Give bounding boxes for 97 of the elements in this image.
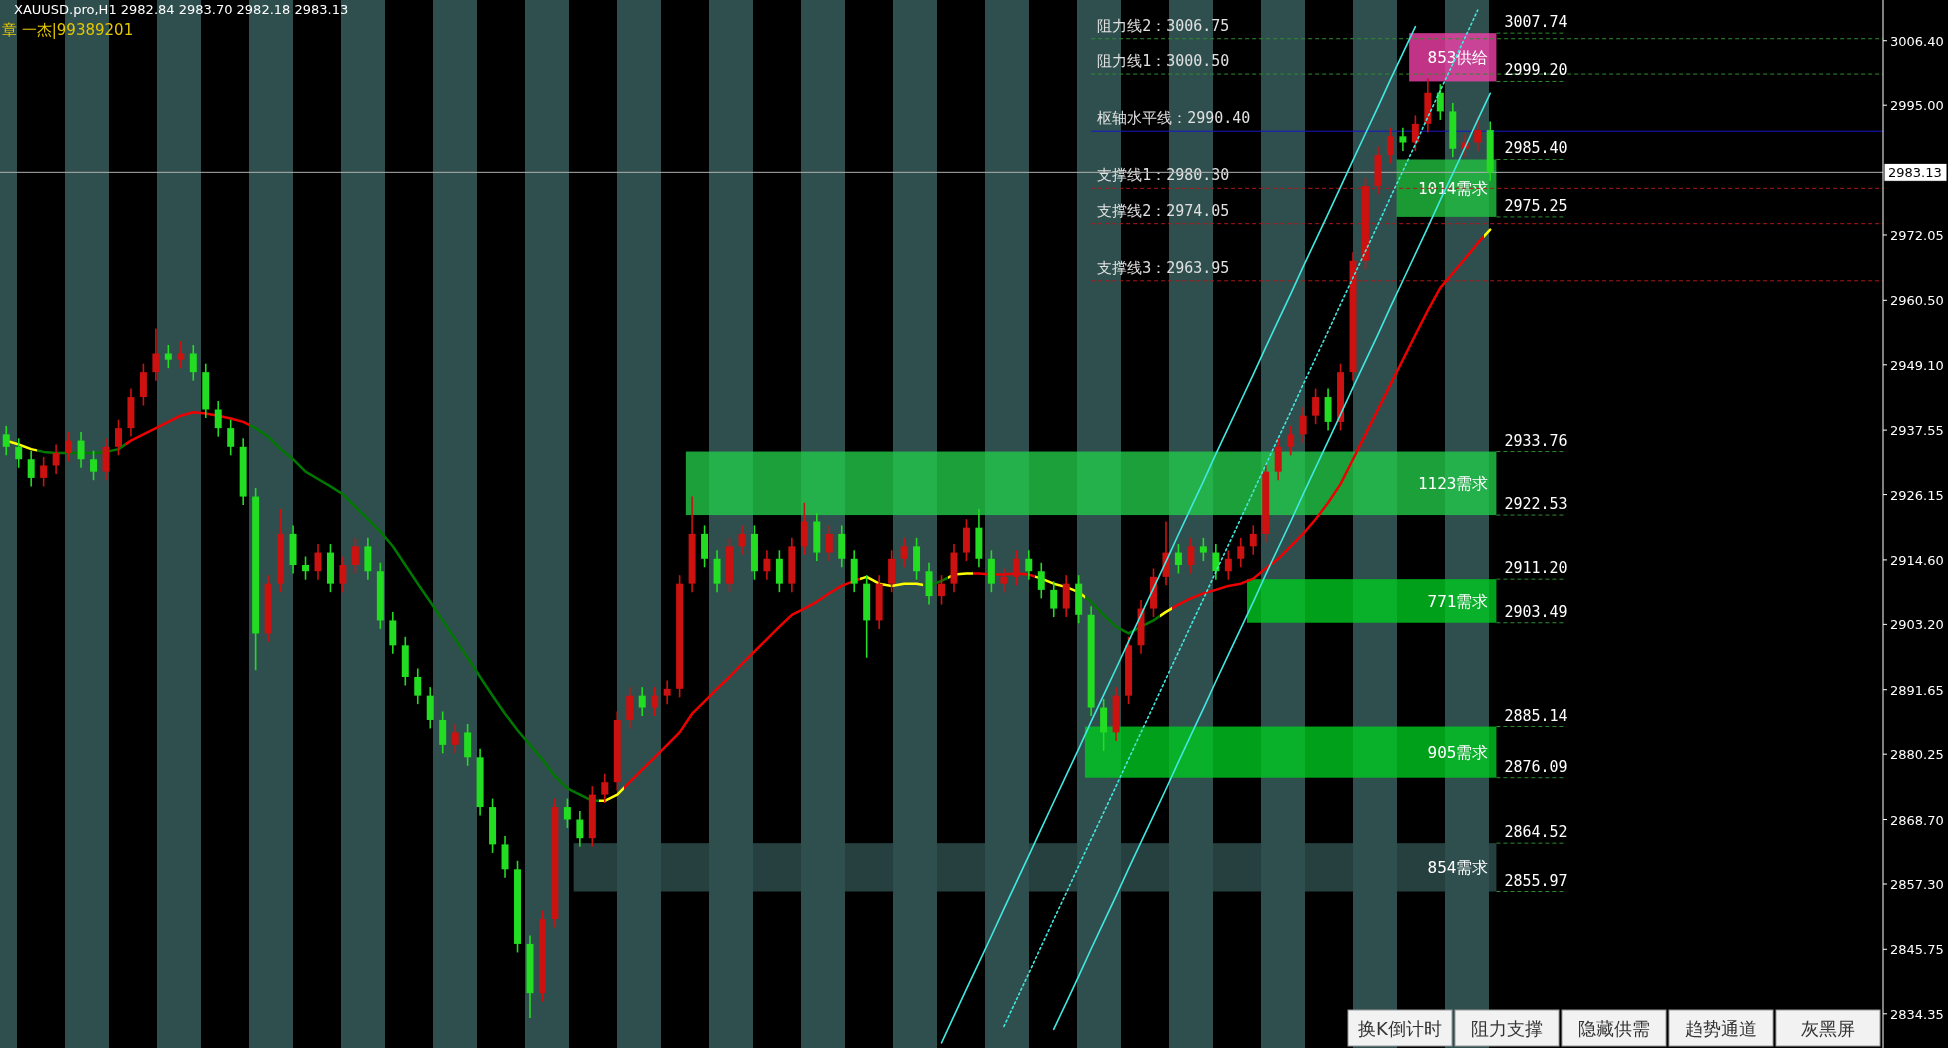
band-label: 771需求 — [1427, 591, 1489, 611]
candlestick — [40, 456, 48, 488]
candlestick — [1187, 537, 1195, 575]
ref-line-label: 2911.20 — [1504, 559, 1568, 578]
ref-line-label: 2864.52 — [1504, 823, 1568, 842]
candlestick — [1237, 537, 1245, 569]
candlestick — [1436, 83, 1444, 121]
y-tick-label: 2995.00 — [1890, 98, 1944, 114]
annotation: 换K倒计时 — [1358, 1018, 1442, 1039]
y-tick-label: 2960.50 — [1890, 293, 1944, 309]
ref-line-label: 阻力线2：3006.75 — [1097, 16, 1230, 35]
candlestick — [152, 327, 160, 382]
annotation: 灰黑屏 — [1801, 1018, 1855, 1039]
y-tick-label: 2903.20 — [1890, 617, 1944, 633]
ref-line-label: 枢轴水平线：2990.40 — [1097, 109, 1251, 128]
candlestick — [1000, 567, 1008, 593]
candlestick — [314, 543, 322, 581]
candlestick — [938, 574, 945, 606]
candlestick — [339, 555, 347, 593]
candlestick — [1399, 127, 1407, 152]
band-label: 853供给 — [1427, 48, 1489, 68]
ref-line-label: 2876.09 — [1504, 757, 1568, 776]
candlestick — [1411, 114, 1419, 152]
y-tick-label: 2972.05 — [1890, 227, 1944, 243]
candlestick — [227, 418, 235, 457]
ref-line-label: 2985.40 — [1504, 139, 1568, 158]
y-tick-label: 2845.75 — [1890, 942, 1944, 958]
ref-line-label: 支撑线2：2974.05 — [1097, 201, 1230, 220]
candlestick — [114, 418, 122, 457]
candlestick — [1199, 537, 1207, 562]
candlestick — [2, 425, 10, 457]
candlestick — [27, 449, 35, 488]
candlestick — [825, 524, 833, 562]
candlestick — [900, 537, 908, 569]
candlestick — [1224, 549, 1232, 581]
y-tick-label: 2834.35 — [1890, 1006, 1944, 1022]
annotation: 隐藏供需 — [1578, 1018, 1650, 1039]
candlestick — [663, 679, 671, 705]
candlestick — [351, 537, 359, 575]
ref-line-label: 2975.25 — [1504, 196, 1568, 215]
candlestick — [1025, 549, 1033, 581]
candlestick — [1012, 549, 1020, 587]
ref-line-label: 阻力线1：3000.50 — [1097, 52, 1230, 71]
ref-line-label: 2933.76 — [1504, 431, 1568, 450]
band-label: 905需求 — [1427, 743, 1489, 763]
y-tick-label: 2868.70 — [1890, 812, 1944, 828]
candlestick — [15, 437, 23, 469]
candlestick — [651, 686, 659, 717]
candlestick — [638, 686, 646, 717]
ref-line-label: 2885.14 — [1504, 706, 1568, 725]
ref-line-label: 支撑线3：2963.95 — [1097, 258, 1230, 277]
candlestick — [164, 344, 172, 369]
candlestick — [763, 549, 771, 581]
candlestick — [451, 723, 459, 755]
band-label: 1123需求 — [1417, 474, 1489, 494]
candlestick — [1050, 580, 1058, 618]
candlestick — [1312, 387, 1320, 425]
y-tick-label: 2914.60 — [1890, 552, 1944, 568]
candlestick — [65, 431, 73, 463]
candlestick — [77, 431, 85, 469]
ref-line-label: 2999.20 — [1504, 61, 1568, 80]
y-tick-label: 2880.25 — [1890, 747, 1944, 763]
text: 章 一杰|99389201 — [2, 21, 134, 39]
candlestick — [1474, 114, 1482, 152]
candlestick — [563, 797, 571, 829]
band-label: 854需求 — [1427, 858, 1489, 878]
candlestick — [576, 810, 584, 848]
annotation: 阻力支撑 — [1471, 1018, 1543, 1039]
candlestick — [738, 524, 746, 556]
candlestick — [1249, 524, 1257, 556]
candlestick — [90, 449, 98, 481]
y-tick-label: 2926.15 — [1890, 487, 1944, 503]
y-tick-label: 2857.30 — [1890, 876, 1944, 892]
candlestick — [601, 772, 609, 804]
y-tick-label: 3006.40 — [1890, 33, 1944, 49]
ref-line-label: 2855.97 — [1504, 871, 1568, 890]
candlestick — [1174, 543, 1182, 575]
y-tick-label: 2891.65 — [1890, 682, 1944, 698]
candlestick — [1299, 406, 1307, 444]
candlestick — [414, 667, 422, 705]
candlestick — [214, 400, 222, 438]
ref-line-label: 2903.49 — [1504, 602, 1568, 621]
candlestick — [1037, 561, 1045, 600]
ref-line-label: 2922.53 — [1504, 495, 1568, 514]
candlestick — [1287, 425, 1295, 457]
candlestick — [302, 555, 310, 581]
candlestick — [52, 443, 60, 475]
y-tick-label: 2949.10 — [1890, 357, 1944, 373]
ref-line-label: 2983.13 — [1888, 165, 1942, 181]
candlestick — [1212, 543, 1220, 581]
y-tick-label: 2937.55 — [1890, 423, 1944, 439]
annotation: 趋势通道 — [1685, 1018, 1757, 1039]
ref-line-label: 3007.74 — [1504, 13, 1568, 32]
candlestick — [189, 344, 197, 382]
candlestick — [177, 340, 185, 369]
chart-title: XAUUSD.pro,H1 2982.84 2983.70 2982.18 2983.13 — [14, 2, 349, 17]
candlestick — [1386, 127, 1394, 165]
